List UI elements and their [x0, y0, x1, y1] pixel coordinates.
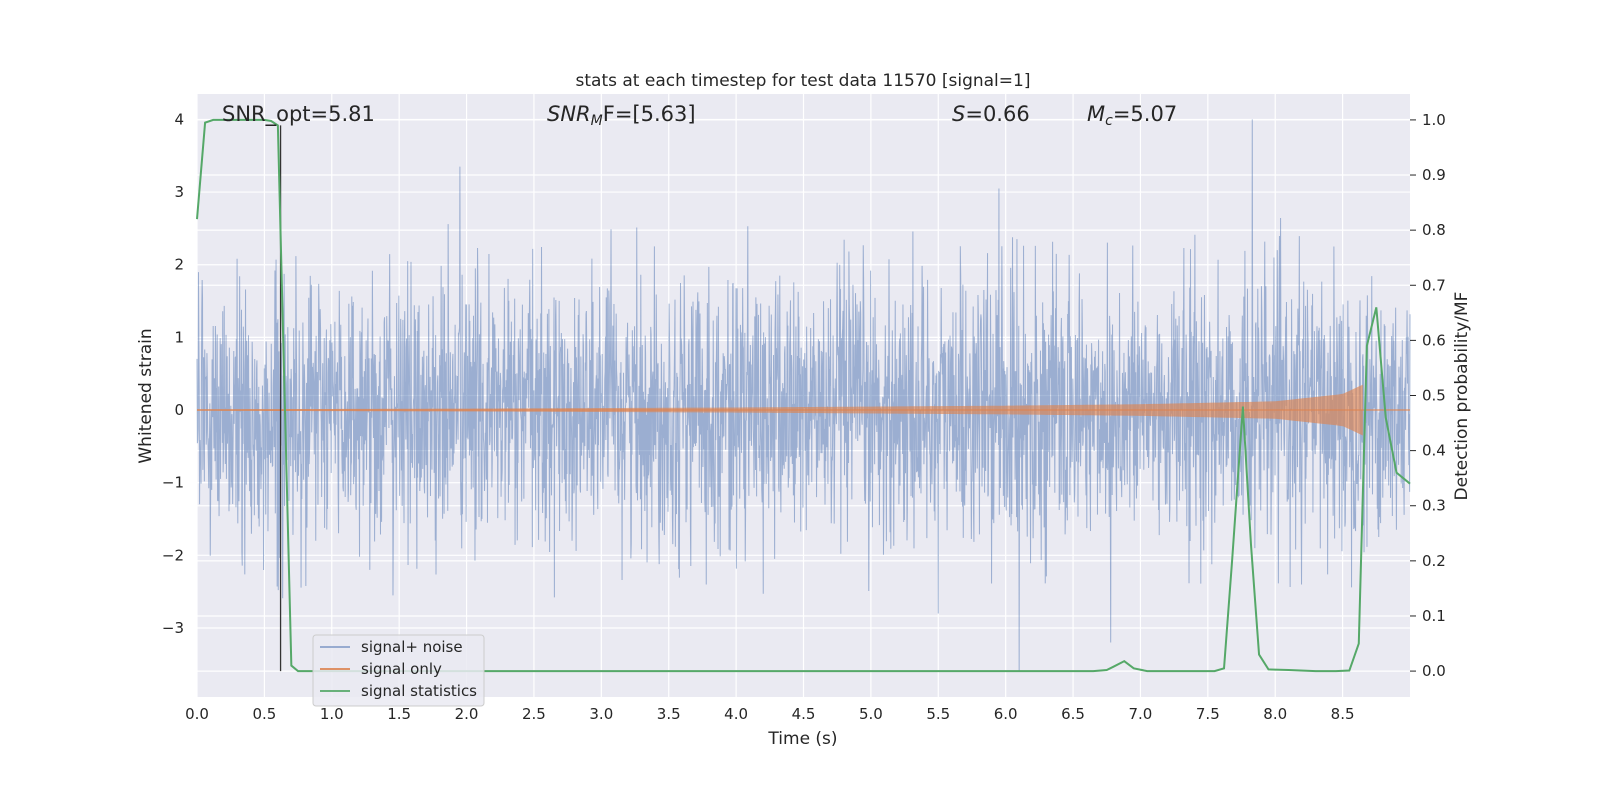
legend: signal+ noise signal only signal statist… [312, 634, 485, 707]
y-axis-label-left: Whitened strain [136, 328, 156, 463]
legend-label-signal-noise: signal+ noise [361, 638, 463, 656]
x-tick-label: 2.5 [522, 705, 546, 723]
x-tick-label: 3.5 [657, 705, 681, 723]
y-right-tick-label: 0.7 [1422, 276, 1446, 294]
y-right-tick-label: 0.2 [1422, 552, 1446, 570]
y-left-tick-label: 3 [174, 183, 184, 201]
y-left-tick-label: −3 [162, 619, 184, 637]
y-right-tick-label: 0.5 [1422, 387, 1446, 405]
legend-box [312, 634, 485, 707]
x-tick-label: 2.0 [455, 705, 479, 723]
series-signal-statistics [196, 118, 1411, 673]
y-right-tick-label: 0.0 [1422, 662, 1446, 680]
y-left-ticks: −3 −2 −1 0 1 2 3 4 [162, 110, 184, 637]
x-tick-label: 4.0 [724, 705, 748, 723]
y-right-tick-label: 0.3 [1422, 497, 1446, 515]
y-left-tick-label: 2 [174, 256, 184, 274]
y-axis-label-right: Detection probability/MF [1452, 292, 1472, 501]
x-tick-label: 1.5 [387, 705, 411, 723]
y-right-tick-label: 1.0 [1422, 111, 1446, 129]
y-right-tick-label: 0.6 [1422, 331, 1446, 349]
legend-label-signal-only: signal only [361, 660, 442, 678]
y-left-tick-label: 4 [174, 110, 184, 128]
x-tick-label: 7.5 [1196, 705, 1220, 723]
y-right-tick-label: 0.8 [1422, 221, 1446, 239]
annotation-snr-opt: SNR_opt=5.81 [222, 102, 375, 127]
x-tick-label: 4.5 [792, 705, 816, 723]
x-tick-label: 8.0 [1263, 705, 1287, 723]
y-left-tick-label: 0 [174, 401, 184, 419]
annotation-snr-mf: SNRMF=[5.63] [547, 102, 696, 129]
x-tick-label: 8.5 [1331, 705, 1355, 723]
plot-area [196, 118, 1411, 673]
x-axis-label: Time (s) [767, 729, 837, 749]
y-left-tick-label: 1 [174, 328, 184, 346]
series-signal-noise [196, 119, 1411, 672]
y-left-tick-label: −2 [162, 546, 184, 564]
y-right-tick-label: 0.9 [1422, 166, 1446, 184]
x-tick-label: 3.0 [589, 705, 613, 723]
y-right-ticks: 0.0 0.1 0.2 0.3 0.4 0.5 0.6 0.7 0.8 0.9 1.0 [1410, 111, 1446, 680]
y-right-tick-label: 0.4 [1422, 442, 1446, 460]
y-right-tick-label: 0.1 [1422, 607, 1446, 625]
x-tick-label: 7.0 [1129, 705, 1153, 723]
x-ticks: 0.0 0.5 1.0 1.5 2.0 2.5 3.0 3.5 4.0 4.5 5.0 5.5 6.0 6… [185, 705, 1354, 723]
x-tick-label: 6.5 [1061, 705, 1085, 723]
x-tick-label: 5.5 [926, 705, 950, 723]
chart-title: stats at each timestep for test data 115… [576, 71, 1031, 91]
y-left-tick-label: −1 [162, 474, 184, 492]
x-tick-label: 1.0 [320, 705, 344, 723]
x-tick-label: 5.0 [859, 705, 883, 723]
x-tick-label: 0.5 [252, 705, 276, 723]
x-tick-label: 6.0 [994, 705, 1018, 723]
legend-label-signal-statistics: signal statistics [361, 682, 477, 700]
annotation-s: S=0.66 [952, 102, 1030, 126]
x-tick-label: 0.0 [185, 705, 209, 723]
annotation-mc: Mc=5.07 [1087, 102, 1177, 129]
